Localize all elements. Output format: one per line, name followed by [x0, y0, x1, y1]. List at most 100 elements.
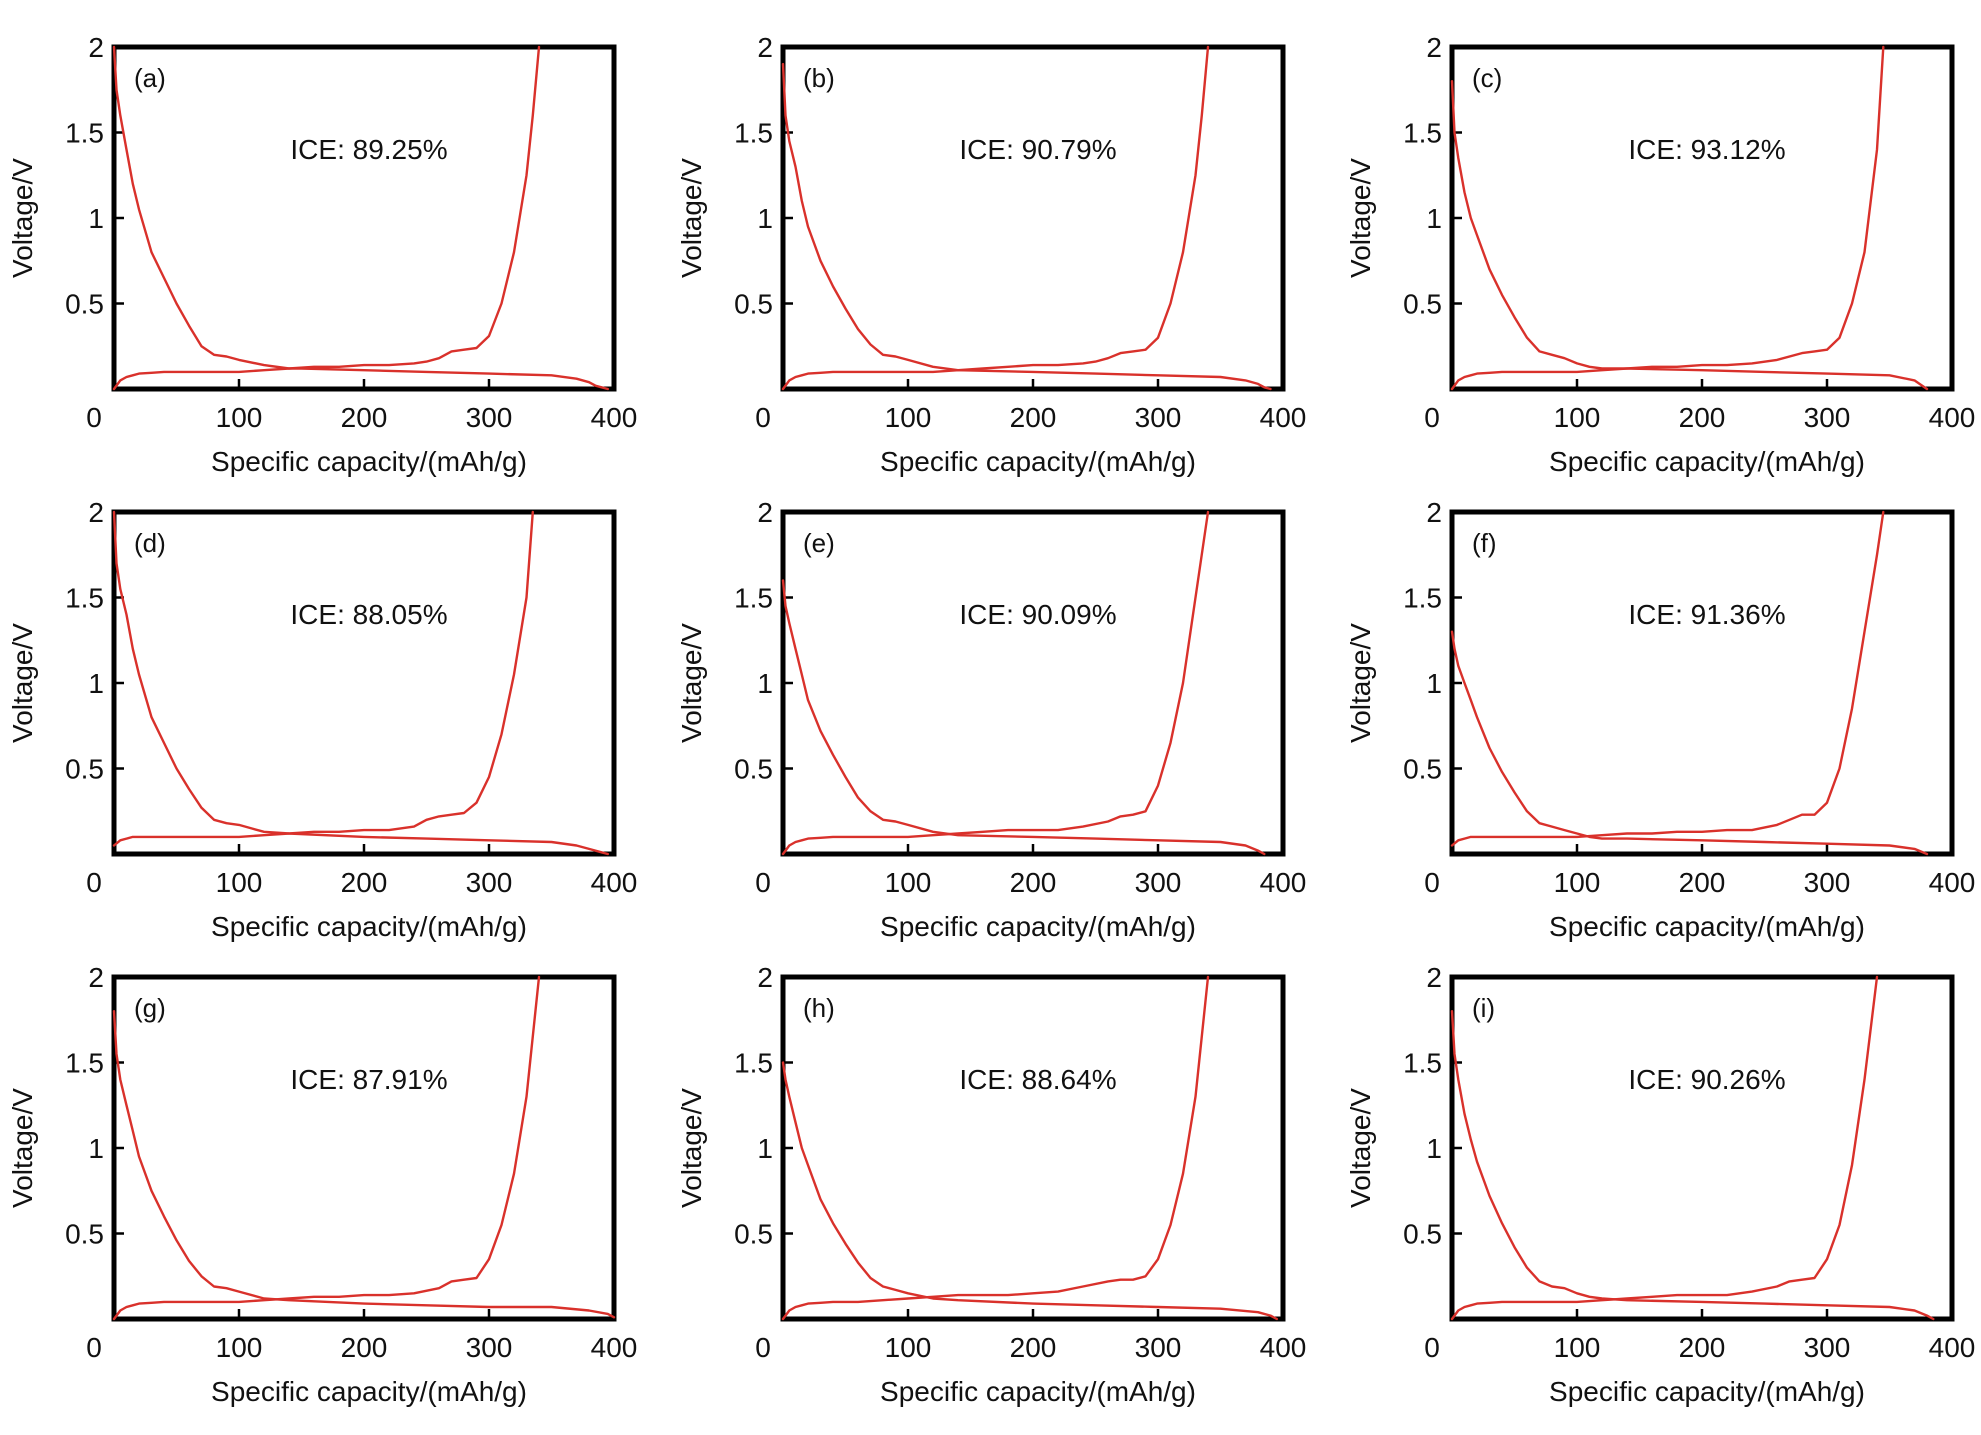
chart-panel-b: 0.5 1 1.5 2 0 100 200 300 400 Specific capacity/(…	[676, 32, 1306, 477]
plot-frame	[780, 509, 1286, 857]
x-tick-label: 0	[86, 867, 102, 898]
voltage-curve-1	[112, 510, 534, 847]
voltage-curve-1	[781, 975, 1210, 1321]
chart-panel-f: 0.5 1 1.5 2 0 100 200 300 400 Specific capacity/(…	[1345, 497, 1975, 942]
y-tick-label: 1.5	[1403, 118, 1442, 149]
x-tick-label: 100	[216, 1332, 263, 1363]
x-tick-label: 400	[591, 867, 638, 898]
y-tick-label: 2	[1426, 962, 1442, 993]
x-axis-label: Specific capacity/(mAh/g)	[880, 446, 1196, 477]
x-tick-label: 400	[1929, 867, 1976, 898]
x-tick-label: 100	[1554, 1332, 1601, 1363]
x-tick-label: 0	[86, 402, 102, 433]
y-tick-label: 0.5	[1403, 754, 1442, 785]
plot-frame	[780, 44, 1286, 392]
y-axis-label: Voltage/V	[7, 1088, 38, 1208]
y-tick-label: 0.5	[1403, 289, 1442, 320]
x-tick-label: 200	[1679, 402, 1726, 433]
y-axis-label: Voltage/V	[1345, 623, 1376, 743]
panel-label: (a)	[134, 63, 166, 93]
y-tick-label: 2	[757, 497, 773, 528]
x-axis-label: Specific capacity/(mAh/g)	[880, 911, 1196, 942]
x-tick-label: 400	[591, 1332, 638, 1363]
voltage-curve-1	[781, 45, 1210, 391]
y-tick-label: 0.5	[65, 1219, 104, 1250]
voltage-curve-2	[112, 45, 609, 391]
voltage-curve-1	[1450, 45, 1885, 391]
voltage-curve-1	[112, 45, 541, 391]
x-tick-label: 100	[885, 867, 932, 898]
y-tick-label: 0.5	[65, 754, 104, 785]
y-tick-label: 1	[757, 1133, 773, 1164]
ice-annotation: ICE: 87.91%	[290, 1064, 447, 1095]
x-tick-label: 100	[1554, 867, 1601, 898]
plot-frame	[1449, 509, 1955, 857]
plot-frame	[111, 509, 617, 857]
x-tick-label: 200	[341, 1332, 388, 1363]
chart-panel-h: 0.5 1 1.5 2 0 100 200 300 400 Specific capacity/(…	[676, 962, 1306, 1407]
x-tick-label: 200	[1010, 867, 1057, 898]
ice-annotation: ICE: 89.25%	[290, 134, 447, 165]
voltage-curve-2	[781, 579, 1266, 856]
y-tick-label: 1	[757, 203, 773, 234]
x-tick-label: 400	[591, 402, 638, 433]
chart-panel-d: 0.5 1 1.5 2 0 100 200 300 400 Specific capacity/(…	[7, 497, 637, 942]
y-tick-label: 1.5	[65, 583, 104, 614]
chart-panel-e: 0.5 1 1.5 2 0 100 200 300 400 Specific capacity/(…	[676, 497, 1306, 942]
x-tick-label: 100	[216, 867, 263, 898]
y-tick-label: 1.5	[734, 118, 773, 149]
chart-panel-a: 0.5 1 1.5 2 0 100 200 300 400 Specific capacity/(…	[7, 32, 637, 477]
y-tick-label: 2	[1426, 32, 1442, 63]
voltage-curve-1	[1450, 510, 1885, 847]
y-tick-label: 2	[757, 962, 773, 993]
x-tick-label: 100	[216, 402, 263, 433]
y-axis-label: Voltage/V	[676, 158, 707, 278]
y-tick-label: 2	[88, 32, 104, 63]
x-tick-label: 300	[1135, 867, 1182, 898]
x-tick-label: 100	[885, 1332, 932, 1363]
x-tick-label: 300	[466, 1332, 513, 1363]
y-tick-label: 1.5	[65, 1048, 104, 1079]
x-tick-label: 400	[1260, 867, 1307, 898]
y-tick-label: 1	[1426, 668, 1442, 699]
voltage-curve-2	[1450, 80, 1929, 391]
x-axis-label: Specific capacity/(mAh/g)	[211, 446, 527, 477]
y-tick-label: 0.5	[1403, 1219, 1442, 1250]
panel-label: (d)	[134, 528, 166, 558]
x-tick-label: 300	[466, 867, 513, 898]
x-tick-label: 200	[341, 867, 388, 898]
voltage-curve-2	[1450, 1010, 1935, 1321]
x-tick-label: 300	[1804, 867, 1851, 898]
y-tick-label: 0.5	[734, 289, 773, 320]
voltage-curve-1	[1450, 975, 1879, 1321]
x-tick-label: 0	[1424, 1332, 1440, 1363]
y-tick-label: 1.5	[734, 583, 773, 614]
x-axis-label: Specific capacity/(mAh/g)	[880, 1376, 1196, 1407]
x-tick-label: 0	[755, 402, 771, 433]
plot-frame	[780, 974, 1286, 1322]
y-tick-label: 1	[1426, 203, 1442, 234]
y-tick-label: 2	[88, 962, 104, 993]
y-tick-label: 1	[88, 1133, 104, 1164]
x-tick-label: 0	[755, 1332, 771, 1363]
plot-frame	[111, 44, 617, 392]
x-tick-label: 200	[1010, 1332, 1057, 1363]
x-axis-label: Specific capacity/(mAh/g)	[211, 911, 527, 942]
y-tick-label: 1	[757, 668, 773, 699]
ice-annotation: ICE: 88.64%	[959, 1064, 1116, 1095]
panel-label: (e)	[803, 528, 835, 558]
voltage-curve-2	[781, 62, 1272, 391]
voltage-curve-2	[1450, 630, 1929, 856]
chart-panel-i: 0.5 1 1.5 2 0 100 200 300 400 Specific capacity/(…	[1345, 962, 1975, 1407]
x-axis-label: Specific capacity/(mAh/g)	[1549, 911, 1865, 942]
panel-label: (f)	[1472, 528, 1497, 558]
y-tick-label: 2	[1426, 497, 1442, 528]
panel-label: (h)	[803, 993, 835, 1023]
x-tick-label: 300	[1135, 1332, 1182, 1363]
y-tick-label: 2	[88, 497, 104, 528]
y-axis-label: Voltage/V	[7, 158, 38, 278]
x-tick-label: 100	[1554, 402, 1601, 433]
y-tick-label: 1	[1426, 1133, 1442, 1164]
y-tick-label: 1.5	[65, 118, 104, 149]
x-tick-label: 400	[1260, 1332, 1307, 1363]
